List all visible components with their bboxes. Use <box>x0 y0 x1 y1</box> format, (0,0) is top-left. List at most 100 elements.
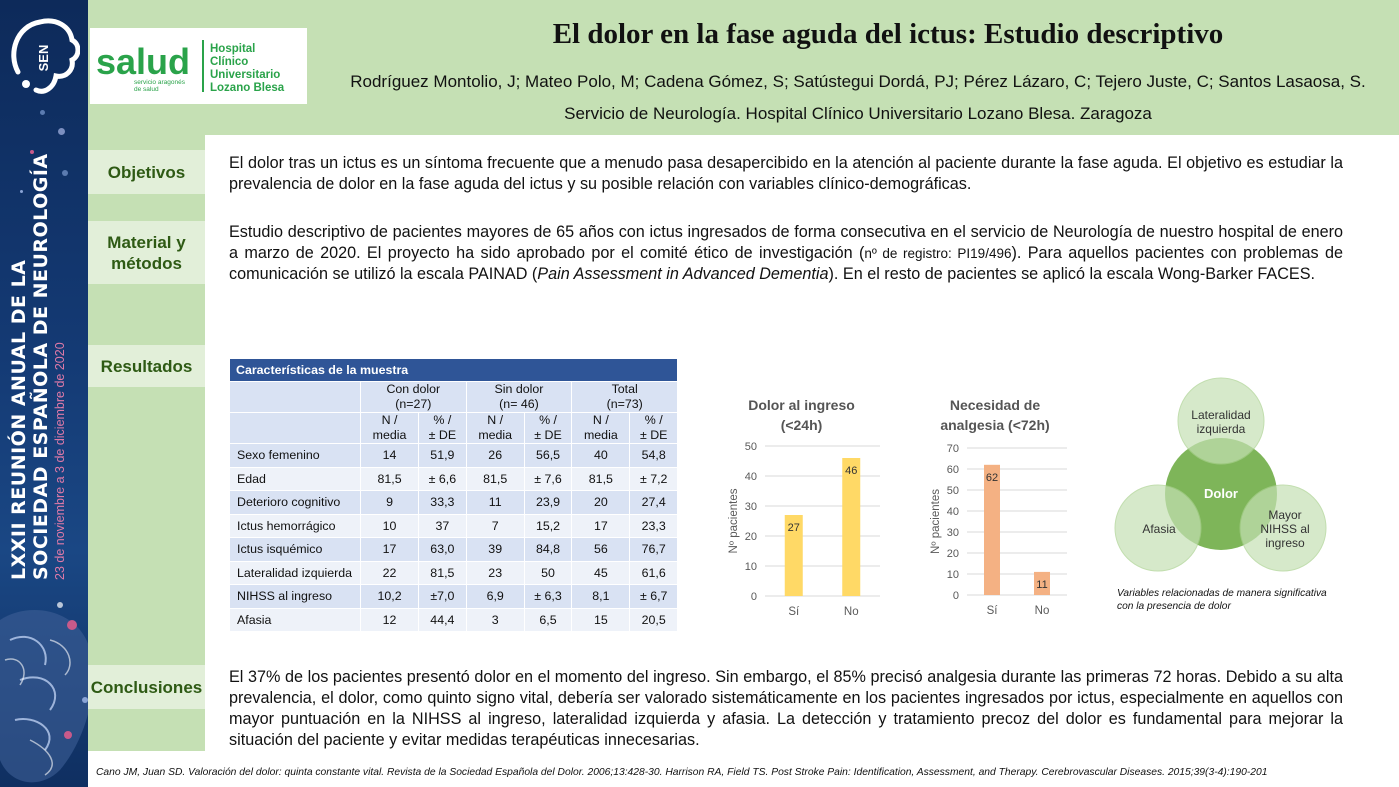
material-painad-italic: Pain Assessment in Advanced Dementia <box>537 265 829 283</box>
table-cell: 6,5 <box>523 607 573 632</box>
decor-dot <box>30 150 34 154</box>
table-cell: ± 6,6 <box>418 466 467 491</box>
section-label-text: Material y <box>107 232 186 252</box>
y-axis-label: Nº pacientes <box>930 489 942 554</box>
material-text-part: ). En el resto de pacientes se aplicó la… <box>828 265 1315 283</box>
table-subheader: N / media <box>571 412 631 444</box>
bar <box>842 458 861 596</box>
group-header-line: (n= 46) <box>499 397 539 411</box>
table-cell: 23,9 <box>523 490 573 515</box>
table-cell: 17 <box>359 537 420 562</box>
chart-title-dolor-ingreso: Dolor al ingreso (<24h) <box>735 395 868 435</box>
decor-dot <box>58 128 65 135</box>
venn-diagram: Dolor Lateralidad izquierda Afasia Mayor… <box>1114 377 1327 572</box>
y-tick-label: 40 <box>947 506 959 518</box>
group-header-line: (n=73) <box>606 397 643 411</box>
y-tick-label: 50 <box>947 485 959 497</box>
subheader-line: % / <box>644 413 663 427</box>
sen-logo-text: SEN <box>36 45 51 72</box>
table-cell: 9 <box>359 490 420 515</box>
table-subheader: N / media <box>359 412 420 444</box>
table-caption: Características de la muestra <box>229 358 678 382</box>
table-group-header: Total (n=73) <box>571 381 678 413</box>
table-cell: 63,0 <box>418 537 467 562</box>
affiliation: Servicio de Neurología. Hospital Clínico… <box>564 104 1152 123</box>
table-row: Lateralidad izquierda 22 81,5 23 50 45 61,6 <box>229 560 678 585</box>
section-label-objetivos: Objetivos <box>88 150 205 194</box>
group-header-line: Sin dolor <box>494 382 544 396</box>
venn-right-label: Mayor <box>1268 508 1301 522</box>
table-cell: ± 6,3 <box>523 584 573 609</box>
table-cell: 12 <box>359 607 420 632</box>
authors: Rodríguez Montolio, J; Mateo Polo, M; Ca… <box>350 72 1366 91</box>
y-tick-label: 10 <box>947 569 959 581</box>
table-subheader: % / ± DE <box>418 412 467 444</box>
y-tick-label: 0 <box>953 590 959 602</box>
table-row-label: Ictus hemorrágico <box>229 513 361 538</box>
decor-dot <box>40 110 45 115</box>
table-cell: ±7,0 <box>418 584 467 609</box>
x-tick-label: Sí <box>987 605 999 617</box>
congress-dates: 23 de noviembre a 3 de diciembre de 2020 <box>53 342 67 580</box>
poster-title: El dolor en la fase aguda del ictus: Est… <box>552 18 1224 50</box>
table-cell: 10 <box>359 513 420 538</box>
venn-left-label: Afasia <box>1142 522 1176 536</box>
chart-title-line: (<24h) <box>780 417 823 433</box>
data-label: 62 <box>986 472 998 484</box>
congress-line1: LXXII REUNIÓN ANUAL DE LA <box>8 259 30 580</box>
table-cell: 33,3 <box>418 490 467 515</box>
bar <box>1034 571 1050 595</box>
table-cell: 26 <box>465 443 525 468</box>
y-tick-label: 20 <box>947 548 959 560</box>
group-header-line: Con dolor <box>386 382 441 396</box>
salud-brand: salud <box>96 41 190 82</box>
venn-right-label: NIHSS al <box>1260 522 1309 536</box>
venn-top-label: Lateralidad <box>1191 408 1250 422</box>
table-cell: 81,5 <box>465 466 525 491</box>
subheader-line: media <box>372 428 407 442</box>
subheader-line: ± DE <box>639 428 668 442</box>
venn-right-circle <box>1239 484 1327 572</box>
table-row: Edad 81,5 ± 6,6 81,5 ± 7,6 81,5 ± 7,2 <box>229 466 678 491</box>
table-cell: 81,5 <box>359 466 420 491</box>
objetivos-text: El dolor tras un ictus es un síntoma fre… <box>229 154 1343 193</box>
table-header-empty <box>229 381 361 413</box>
table-cell: 3 <box>465 607 525 632</box>
y-tick-label: 0 <box>751 591 757 603</box>
subheader-line: N / <box>381 413 398 427</box>
section-label-text: métodos <box>111 253 182 273</box>
table-subheader: N / media <box>465 412 525 444</box>
table-cell: 56 <box>571 537 631 562</box>
table-cell: 23 <box>465 560 525 585</box>
venn-note-line: con la presencia de dolor <box>1117 601 1231 612</box>
table-cell: ± 7,2 <box>629 466 678 491</box>
table-row: Afasia 12 44,4 3 6,5 15 20,5 <box>229 607 678 632</box>
references-footer: Cano JM, Juan SD. Valoración del dolor: … <box>96 767 1268 778</box>
brain-illustration <box>0 602 88 783</box>
subheader-line: media <box>583 428 618 442</box>
congress-line2: SOCIEDAD ESPAÑOLA DE NEUROLOGÍA <box>30 153 52 580</box>
decor-dot <box>62 170 68 176</box>
table-cell: 17 <box>571 513 631 538</box>
table-cell: 84,8 <box>523 537 573 562</box>
hospital-logo: salud servicio aragonés de salud Hospita… <box>90 28 307 104</box>
table-row-label: Edad <box>229 466 361 491</box>
table-cell: 56,5 <box>523 443 573 468</box>
x-tick-label: Sí <box>788 606 800 618</box>
subheader-line: ± DE <box>534 428 562 442</box>
table-cell: 37 <box>418 513 467 538</box>
table-cell: 6,9 <box>465 584 525 609</box>
material-text: Estudio descriptivo de pacientes mayores… <box>229 222 1343 285</box>
table-cell: 23,3 <box>629 513 678 538</box>
table-row-label: Ictus isquémico <box>229 537 361 562</box>
table-cell: 45 <box>571 560 631 585</box>
venn-top-circle <box>1177 377 1265 465</box>
venn-top-label: izquierda <box>1197 422 1246 436</box>
table-header-empty <box>229 412 361 444</box>
table-group-header: Sin dolor (n= 46) <box>465 381 573 413</box>
table-cell: 50 <box>523 560 573 585</box>
y-tick-label: 30 <box>745 501 757 513</box>
table-group-header: Con dolor (n=27) <box>360 381 467 413</box>
subheader-line: N / <box>487 413 504 427</box>
y-tick-label: 20 <box>745 531 757 543</box>
